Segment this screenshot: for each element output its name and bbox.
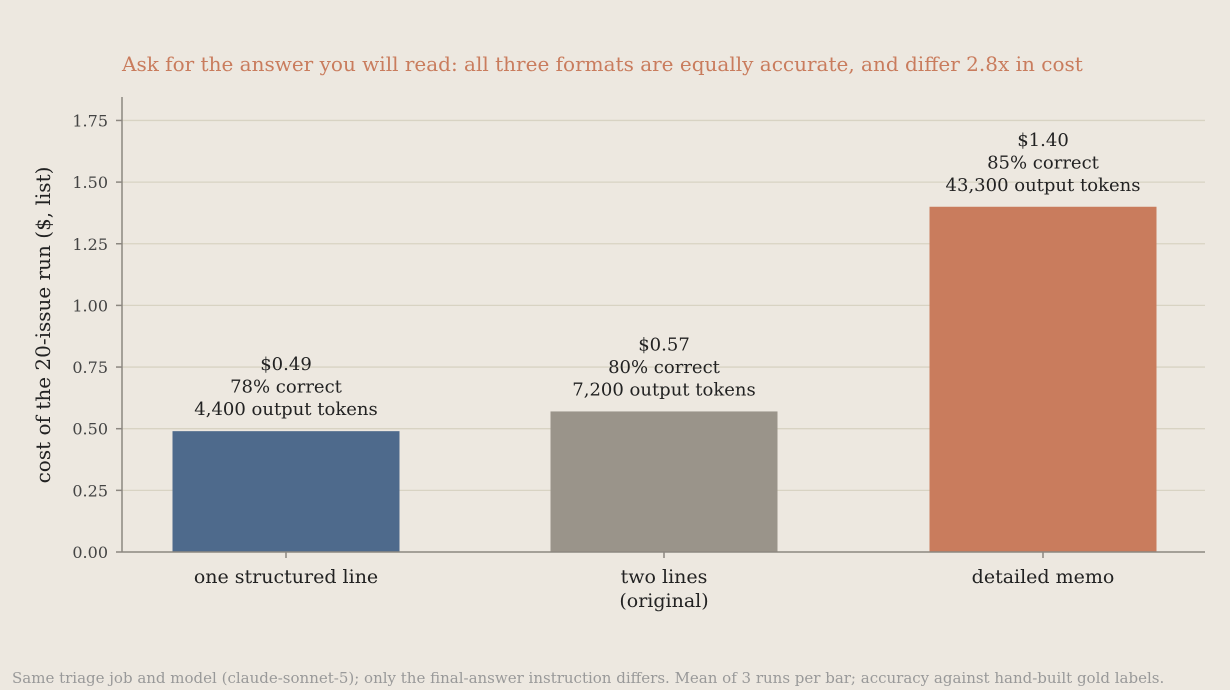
y-tick-label: 0.00 (72, 543, 108, 562)
y-tick-label: 1.75 (72, 111, 108, 130)
axes (116, 97, 1205, 558)
y-tick-label: 1.25 (72, 235, 108, 254)
bars (172, 206, 1157, 552)
x-tick-label: two lines (621, 566, 708, 588)
data-label: 43,300 output tokens (946, 175, 1141, 196)
y-axis-label: cost of the 20-issue run ($, list) (31, 167, 55, 484)
y-tick-label: 0.75 (72, 358, 108, 377)
data-label: $0.57 (638, 334, 690, 355)
data-label: $0.49 (260, 354, 312, 375)
data-label: 78% correct (230, 377, 343, 398)
labels: 0.00 0.25 0.50 0.75 1.00 1.25 1.50 1.75 one stru… (72, 111, 1140, 612)
grid-lines (122, 119, 1205, 492)
data-label: 4,400 output tokens (194, 399, 377, 420)
data-label: 7,200 output tokens (572, 379, 755, 400)
y-tick-label: 0.25 (72, 481, 108, 500)
y-tick-label: 1.50 (72, 173, 108, 192)
x-tick-label: one structured line (194, 566, 378, 588)
chart-title: Ask for the answer you will read: all th… (121, 52, 1083, 76)
x-tick-label: (original) (619, 590, 708, 612)
x-tick-label: detailed memo (972, 566, 1115, 588)
y-tick-label: 1.00 (72, 296, 108, 315)
data-label: 80% correct (608, 357, 721, 378)
footnote: Same triage job and model (claude-sonnet… (12, 669, 1164, 687)
bar (550, 411, 778, 552)
y-tick-label: 0.50 (72, 420, 108, 439)
bar (172, 431, 400, 552)
bar (929, 206, 1157, 552)
data-label: $1.40 (1017, 130, 1069, 151)
data-label: 85% correct (987, 152, 1100, 173)
